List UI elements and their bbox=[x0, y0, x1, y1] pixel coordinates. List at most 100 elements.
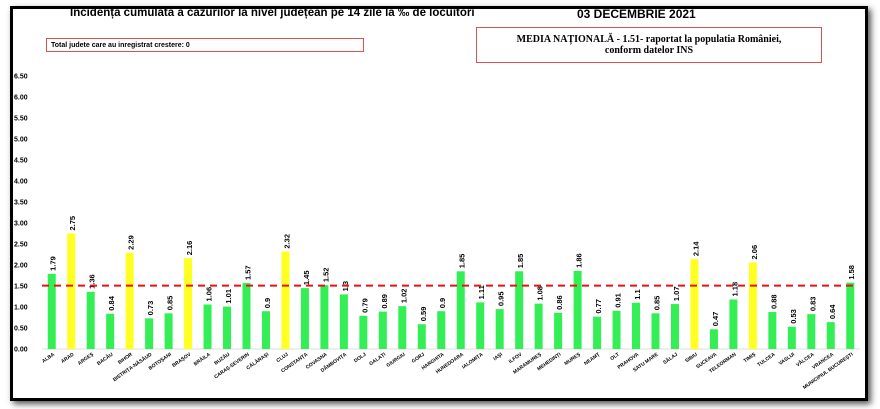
bar-value-label: 0.85 bbox=[166, 296, 175, 311]
bar-cluj bbox=[281, 251, 290, 349]
y-tick-label: 1.50 bbox=[14, 284, 28, 291]
bar-value-label: 1.18 bbox=[730, 282, 739, 297]
category-label: ARAD bbox=[60, 352, 76, 365]
bar-prahova bbox=[632, 302, 641, 349]
bar-iași bbox=[495, 309, 504, 349]
bar-value-label: 0.73 bbox=[146, 301, 155, 316]
category-label: OLT bbox=[609, 352, 620, 362]
bar-bacău bbox=[106, 313, 115, 349]
increase-count-box: Total judete care au inregistrat crester… bbox=[46, 38, 364, 52]
bar-alba bbox=[47, 273, 56, 349]
category-label: DOLJ bbox=[353, 352, 368, 365]
category-label: GALAȚI bbox=[368, 351, 387, 367]
value-labels: 1.79 2.75 1.36 0.84 2.29 0.73 0.85 2.16 1.06 1.01… bbox=[49, 216, 857, 326]
bar-argeș bbox=[86, 291, 95, 349]
bar-olt bbox=[612, 310, 621, 349]
bar-galați bbox=[378, 311, 387, 349]
y-tick-label: 4.00 bbox=[14, 179, 28, 186]
bar-botoșani bbox=[164, 313, 173, 349]
category-label: IAȘI bbox=[492, 351, 504, 362]
bar-brăila bbox=[203, 304, 212, 349]
bar-suceava bbox=[709, 329, 718, 349]
bar-brașov bbox=[184, 258, 193, 349]
bar-giurgiu bbox=[398, 306, 407, 349]
bar-dolj bbox=[359, 315, 368, 349]
bar-harghita bbox=[437, 311, 446, 349]
bar-value-label: 0.86 bbox=[555, 295, 564, 310]
bar-value-label: 0.88 bbox=[769, 294, 778, 309]
y-tick-label: 1.00 bbox=[14, 305, 28, 312]
bar-vrancea bbox=[826, 322, 835, 349]
bar-value-label: 0.83 bbox=[808, 297, 817, 312]
bar-tulcea bbox=[768, 312, 777, 349]
national-average-source: conform datelor INS bbox=[604, 45, 694, 56]
bar-călărași bbox=[261, 311, 270, 349]
bars bbox=[47, 233, 855, 349]
bar-value-label: 1.06 bbox=[205, 287, 214, 302]
y-tick-label: 0.50 bbox=[14, 326, 28, 333]
y-tick-label: 2.50 bbox=[14, 242, 28, 249]
category-label: NEAMȚ bbox=[583, 352, 601, 367]
bar-value-label: 1.02 bbox=[399, 289, 408, 304]
bar-mehedinți bbox=[554, 312, 563, 349]
bar-timiș bbox=[748, 262, 757, 349]
bar-bistrița-năsăud bbox=[145, 318, 154, 349]
bar-vaslui bbox=[787, 326, 796, 349]
bar-constanța bbox=[300, 288, 309, 349]
category-label: ARGEȘ bbox=[77, 351, 96, 366]
bar-caraș-severin bbox=[242, 283, 251, 349]
bar-value-label: 0.53 bbox=[789, 309, 798, 324]
category-label: TULCEA bbox=[756, 352, 776, 369]
bar-gorj bbox=[417, 324, 426, 349]
bar-sibiu bbox=[690, 259, 699, 349]
category-label: SĂLAJ bbox=[662, 351, 680, 366]
category-label: MUREȘ bbox=[564, 351, 583, 367]
category-label: ILFOV bbox=[508, 351, 524, 365]
y-tick-label: 6.00 bbox=[14, 95, 28, 102]
bar-value-label: 2.32 bbox=[282, 234, 291, 249]
y-tick-label: 6.50 bbox=[14, 74, 28, 81]
bar-value-label: 1.1 bbox=[633, 289, 642, 299]
y-tick-label: 0.00 bbox=[14, 347, 28, 354]
category-label: GIURGIU bbox=[385, 352, 406, 369]
bar-value-label: 1.01 bbox=[224, 289, 233, 304]
bar-value-label: 1.11 bbox=[477, 285, 486, 299]
bar-arad bbox=[67, 233, 76, 349]
y-tick-label: 3.00 bbox=[14, 221, 28, 228]
category-label: BRAȘOV bbox=[171, 351, 193, 369]
bar-value-label: 1.86 bbox=[575, 253, 584, 268]
bar-value-label: 1.36 bbox=[88, 274, 97, 289]
y-tick-label: 4.50 bbox=[14, 158, 28, 165]
bar-value-label: 0.9 bbox=[263, 298, 272, 308]
bar-buzău bbox=[223, 306, 232, 349]
bar-value-label: 1.85 bbox=[516, 254, 525, 269]
bar-bihor bbox=[125, 252, 134, 349]
bar-value-label: 0.85 bbox=[653, 296, 662, 311]
bar-value-label: 0.64 bbox=[828, 304, 837, 319]
bar-value-label: 0.9 bbox=[438, 298, 447, 308]
y-tick-label: 3.50 bbox=[14, 200, 28, 207]
category-label: BRĂILA bbox=[192, 351, 212, 368]
national-average-box: MEDIA NAȚIONALĂ - 1.51- raportat la popu… bbox=[476, 27, 822, 63]
category-label: SIBIU bbox=[684, 352, 699, 365]
y-tick-label: 5.00 bbox=[14, 137, 28, 144]
bar-value-label: 1.07 bbox=[672, 286, 681, 301]
category-label: CLUJ bbox=[275, 352, 289, 365]
category-label: IALOMIȚA bbox=[461, 352, 485, 371]
category-label: BACĂU bbox=[96, 351, 115, 367]
bar-hunedoara bbox=[456, 271, 465, 349]
y-tick-label: 2.00 bbox=[14, 263, 28, 270]
bar-value-label: 1.58 bbox=[847, 265, 856, 280]
bar-value-label: 0.59 bbox=[419, 307, 428, 322]
bar-dâmbovița bbox=[339, 294, 348, 349]
bar-value-label: 1.79 bbox=[49, 256, 58, 271]
chart-title: Incidența cumulată a cazurilor la nivel … bbox=[70, 7, 475, 19]
category-label: TIMIȘ bbox=[743, 351, 758, 364]
bar-value-label: 1.45 bbox=[302, 270, 311, 285]
bar-value-label: 1.85 bbox=[458, 254, 467, 269]
category-labels: ALBA ARAD ARGEȘ BACĂU BIHORBISTRIȚA-NĂSĂUDBO… bbox=[41, 351, 855, 391]
bar-value-label: 2.75 bbox=[68, 216, 77, 231]
bar-value-label: 0.79 bbox=[360, 298, 369, 313]
bar-value-label: 2.14 bbox=[691, 241, 700, 256]
